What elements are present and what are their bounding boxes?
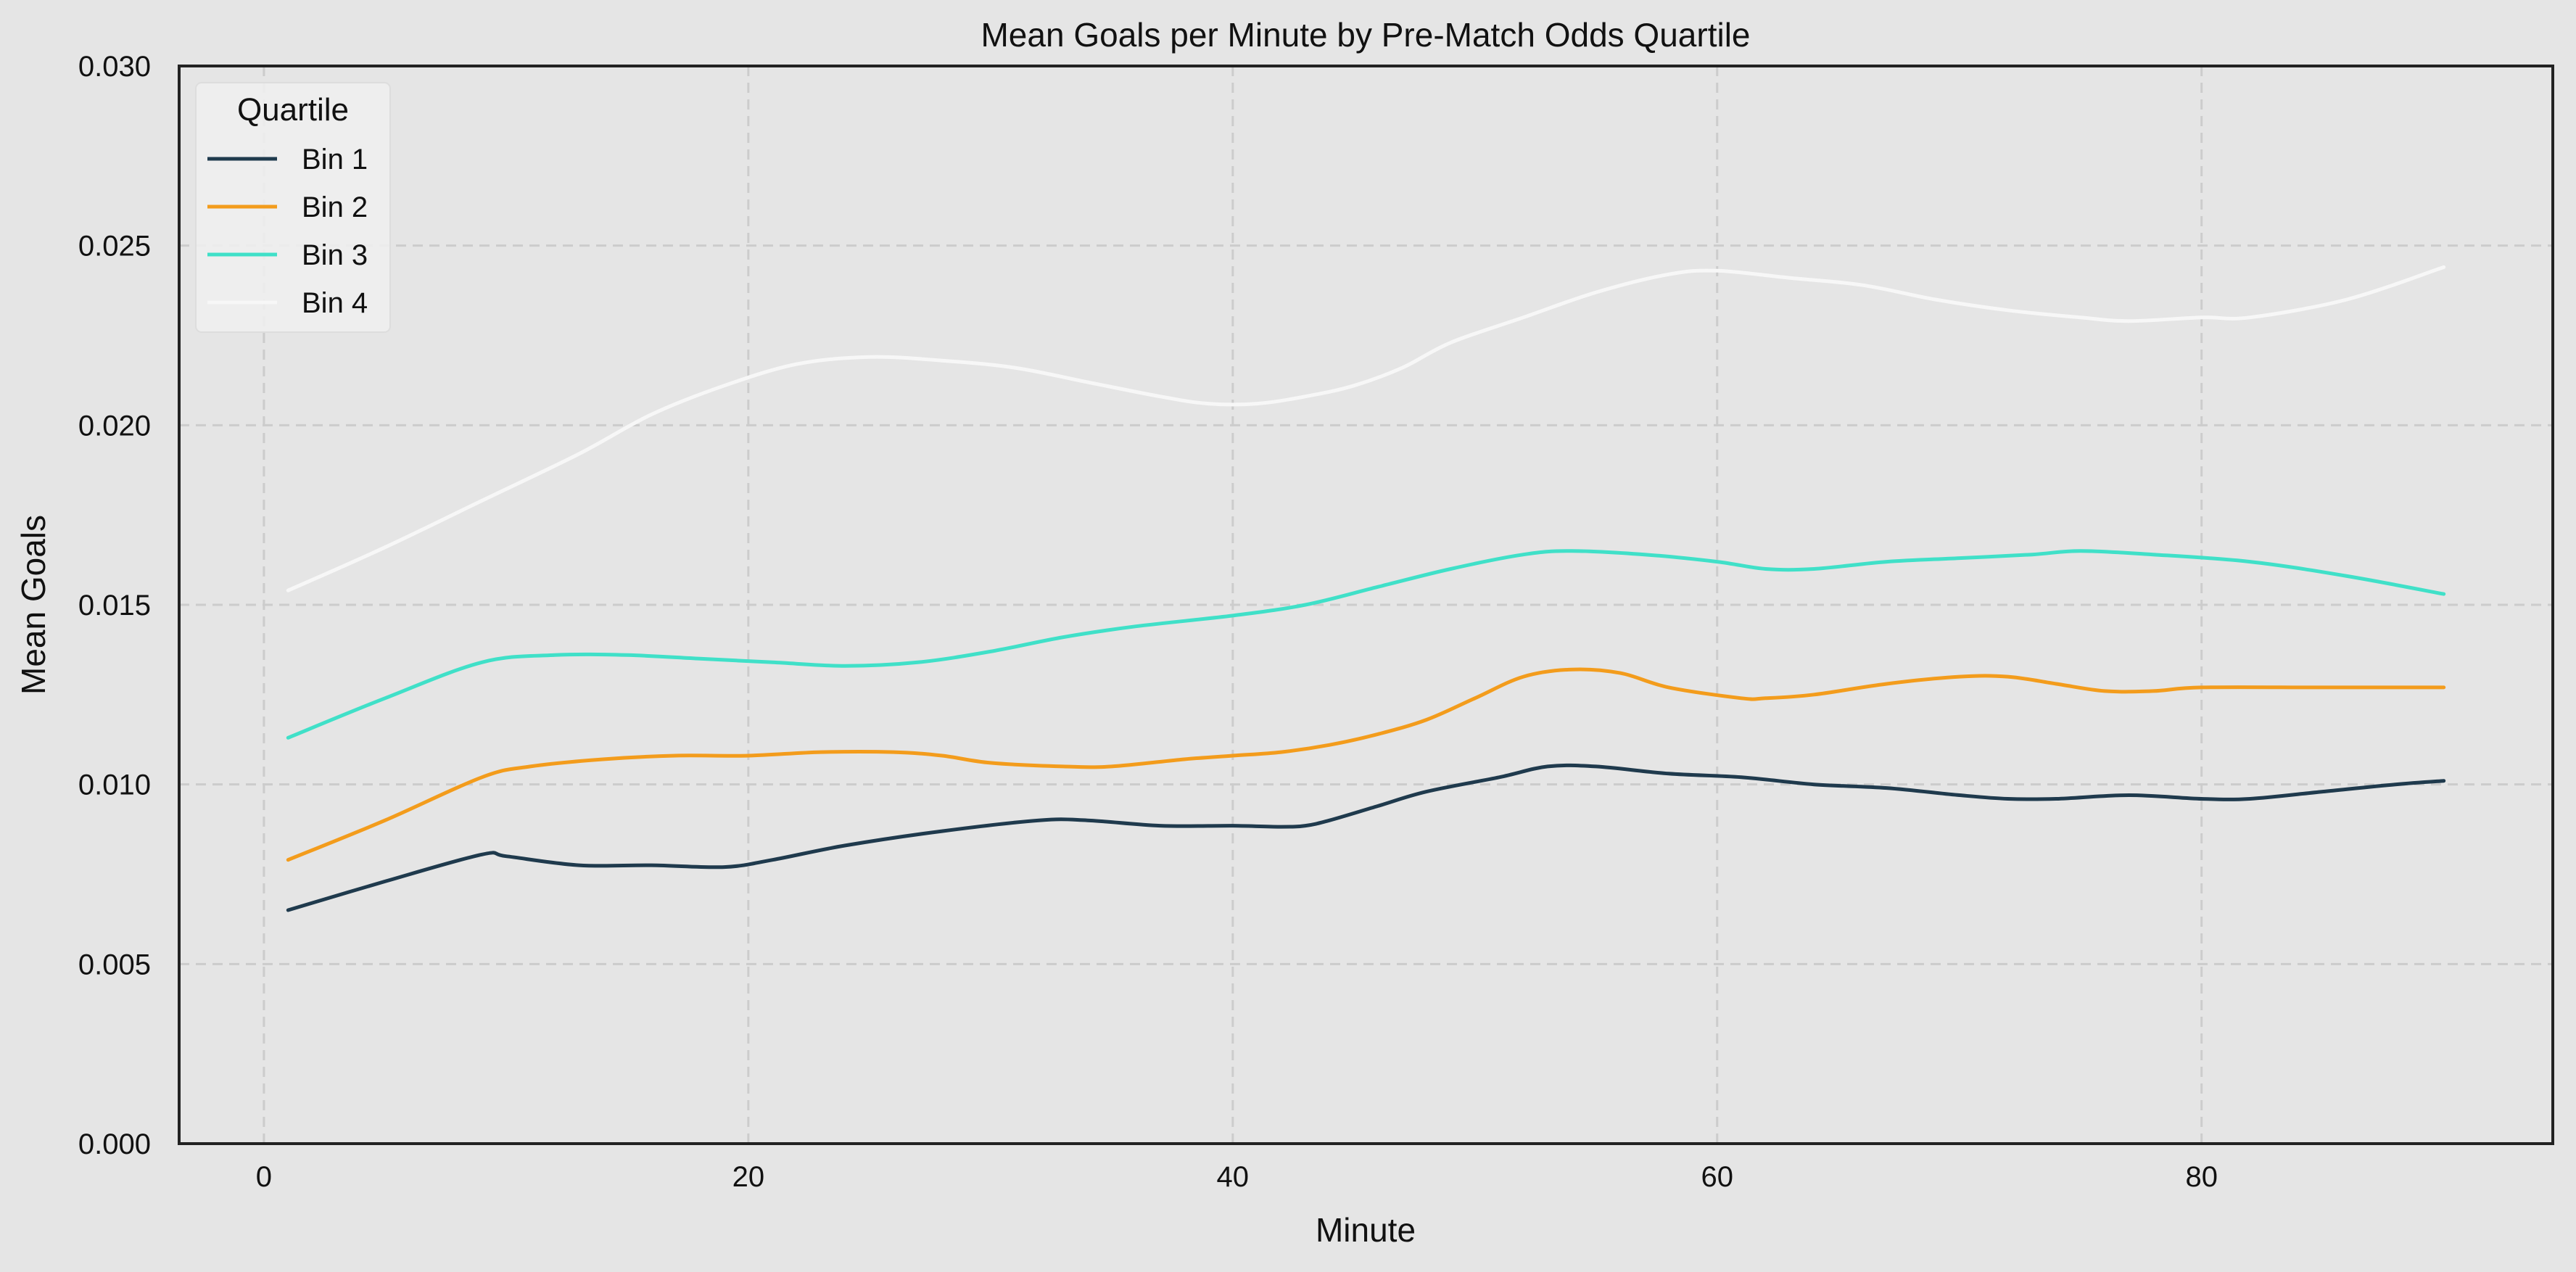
y-tick-label: 0.010 xyxy=(78,769,151,801)
x-tick-label: 80 xyxy=(2185,1161,2218,1193)
y-tick-label: 0.005 xyxy=(78,949,151,980)
x-axis-title: Minute xyxy=(1316,1211,1416,1249)
y-axis-ticks: 0.000 0.005 0.010 0.015 0.020 0.025 0.030 xyxy=(78,51,151,1160)
legend-label: Bin 4 xyxy=(302,287,368,319)
x-tick-label: 40 xyxy=(1217,1161,1250,1193)
y-tick-label: 0.020 xyxy=(78,410,151,442)
plot-series xyxy=(286,265,2446,912)
y-tick-label: 0.030 xyxy=(78,51,151,83)
chart-title: Mean Goals per Minute by Pre-Match Odds … xyxy=(981,16,1750,54)
x-axis-ticks: 0 20 40 60 80 xyxy=(256,1161,2218,1193)
plot-frame xyxy=(178,65,2554,1145)
series-line-bin-4 xyxy=(286,265,2446,592)
legend: Quartile Bin 1 Bin 2 Bin 3 Bin 4 xyxy=(195,82,391,333)
legend-title: Quartile xyxy=(237,92,349,128)
series-line-bin-3 xyxy=(286,549,2446,740)
x-tick-label: 60 xyxy=(1701,1161,1734,1193)
y-tick-label: 0.025 xyxy=(78,231,151,263)
legend-box xyxy=(195,82,391,333)
series-line-bin-2 xyxy=(286,667,2446,862)
legend-label: Bin 2 xyxy=(302,191,368,223)
x-tick-label: 0 xyxy=(256,1161,272,1193)
x-tick-label: 20 xyxy=(732,1161,765,1193)
legend-label: Bin 3 xyxy=(302,239,368,271)
series-line-bin-1 xyxy=(286,763,2446,912)
legend-label: Bin 1 xyxy=(302,144,368,175)
y-tick-label: 0.000 xyxy=(78,1128,151,1160)
y-tick-label: 0.015 xyxy=(78,590,151,621)
y-axis-title: Mean Goals xyxy=(15,515,52,695)
